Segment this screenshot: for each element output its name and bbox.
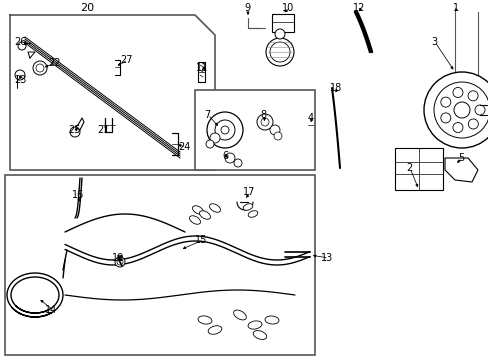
Circle shape xyxy=(452,122,462,132)
Circle shape xyxy=(274,29,285,39)
Circle shape xyxy=(440,97,450,107)
Ellipse shape xyxy=(208,326,222,334)
Text: 5: 5 xyxy=(457,153,463,163)
Circle shape xyxy=(468,119,477,129)
Circle shape xyxy=(115,257,125,267)
Circle shape xyxy=(467,91,477,101)
Ellipse shape xyxy=(199,211,210,219)
Text: 27: 27 xyxy=(120,55,132,65)
Ellipse shape xyxy=(248,211,257,217)
Circle shape xyxy=(452,87,462,98)
Text: 13: 13 xyxy=(320,253,332,263)
Circle shape xyxy=(269,42,289,62)
Polygon shape xyxy=(10,15,215,170)
Circle shape xyxy=(15,70,25,80)
Circle shape xyxy=(206,112,243,148)
Ellipse shape xyxy=(233,310,246,320)
Circle shape xyxy=(205,140,214,148)
Circle shape xyxy=(33,61,47,75)
Circle shape xyxy=(423,72,488,148)
Ellipse shape xyxy=(192,206,203,214)
Text: 20: 20 xyxy=(80,3,94,13)
Text: 11: 11 xyxy=(196,63,208,73)
Circle shape xyxy=(261,118,268,126)
Circle shape xyxy=(440,113,450,123)
Circle shape xyxy=(257,114,272,130)
Ellipse shape xyxy=(198,316,211,324)
Text: 24: 24 xyxy=(178,142,190,152)
Text: 15: 15 xyxy=(195,235,207,245)
Circle shape xyxy=(265,38,293,66)
Text: 18: 18 xyxy=(329,83,342,93)
Text: 23: 23 xyxy=(14,75,26,85)
Circle shape xyxy=(70,127,80,137)
Text: 12: 12 xyxy=(352,3,365,13)
Ellipse shape xyxy=(189,216,200,224)
Text: 10: 10 xyxy=(282,3,294,13)
Bar xyxy=(271,14,293,32)
Text: 26: 26 xyxy=(14,37,26,47)
Text: 7: 7 xyxy=(203,110,210,120)
Polygon shape xyxy=(444,158,477,182)
Ellipse shape xyxy=(209,204,220,212)
Text: 19: 19 xyxy=(112,253,124,263)
Circle shape xyxy=(453,102,469,118)
Ellipse shape xyxy=(253,330,266,339)
Circle shape xyxy=(215,120,235,140)
Text: 3: 3 xyxy=(430,37,436,47)
Text: 14: 14 xyxy=(45,305,57,315)
Bar xyxy=(195,90,314,170)
Circle shape xyxy=(224,153,235,163)
Text: 17: 17 xyxy=(243,187,255,197)
Ellipse shape xyxy=(264,316,279,324)
Ellipse shape xyxy=(243,204,252,210)
Circle shape xyxy=(18,42,26,50)
Text: 4: 4 xyxy=(307,113,313,123)
Circle shape xyxy=(273,132,282,140)
Circle shape xyxy=(117,259,123,265)
Text: 25: 25 xyxy=(68,125,81,135)
Text: 2: 2 xyxy=(405,163,411,173)
Circle shape xyxy=(234,159,242,167)
Text: 1: 1 xyxy=(452,3,458,13)
Text: 8: 8 xyxy=(260,110,265,120)
Circle shape xyxy=(36,64,44,72)
Text: 9: 9 xyxy=(244,3,250,13)
Ellipse shape xyxy=(247,321,262,329)
Bar xyxy=(394,148,442,190)
Text: 16: 16 xyxy=(72,190,84,200)
Circle shape xyxy=(209,133,220,143)
Text: 22: 22 xyxy=(48,58,61,68)
Bar xyxy=(5,175,314,355)
Circle shape xyxy=(474,105,484,115)
Text: 21: 21 xyxy=(97,125,109,135)
Text: 6: 6 xyxy=(222,151,228,161)
Circle shape xyxy=(433,82,488,138)
Circle shape xyxy=(269,125,280,135)
Circle shape xyxy=(221,126,228,134)
